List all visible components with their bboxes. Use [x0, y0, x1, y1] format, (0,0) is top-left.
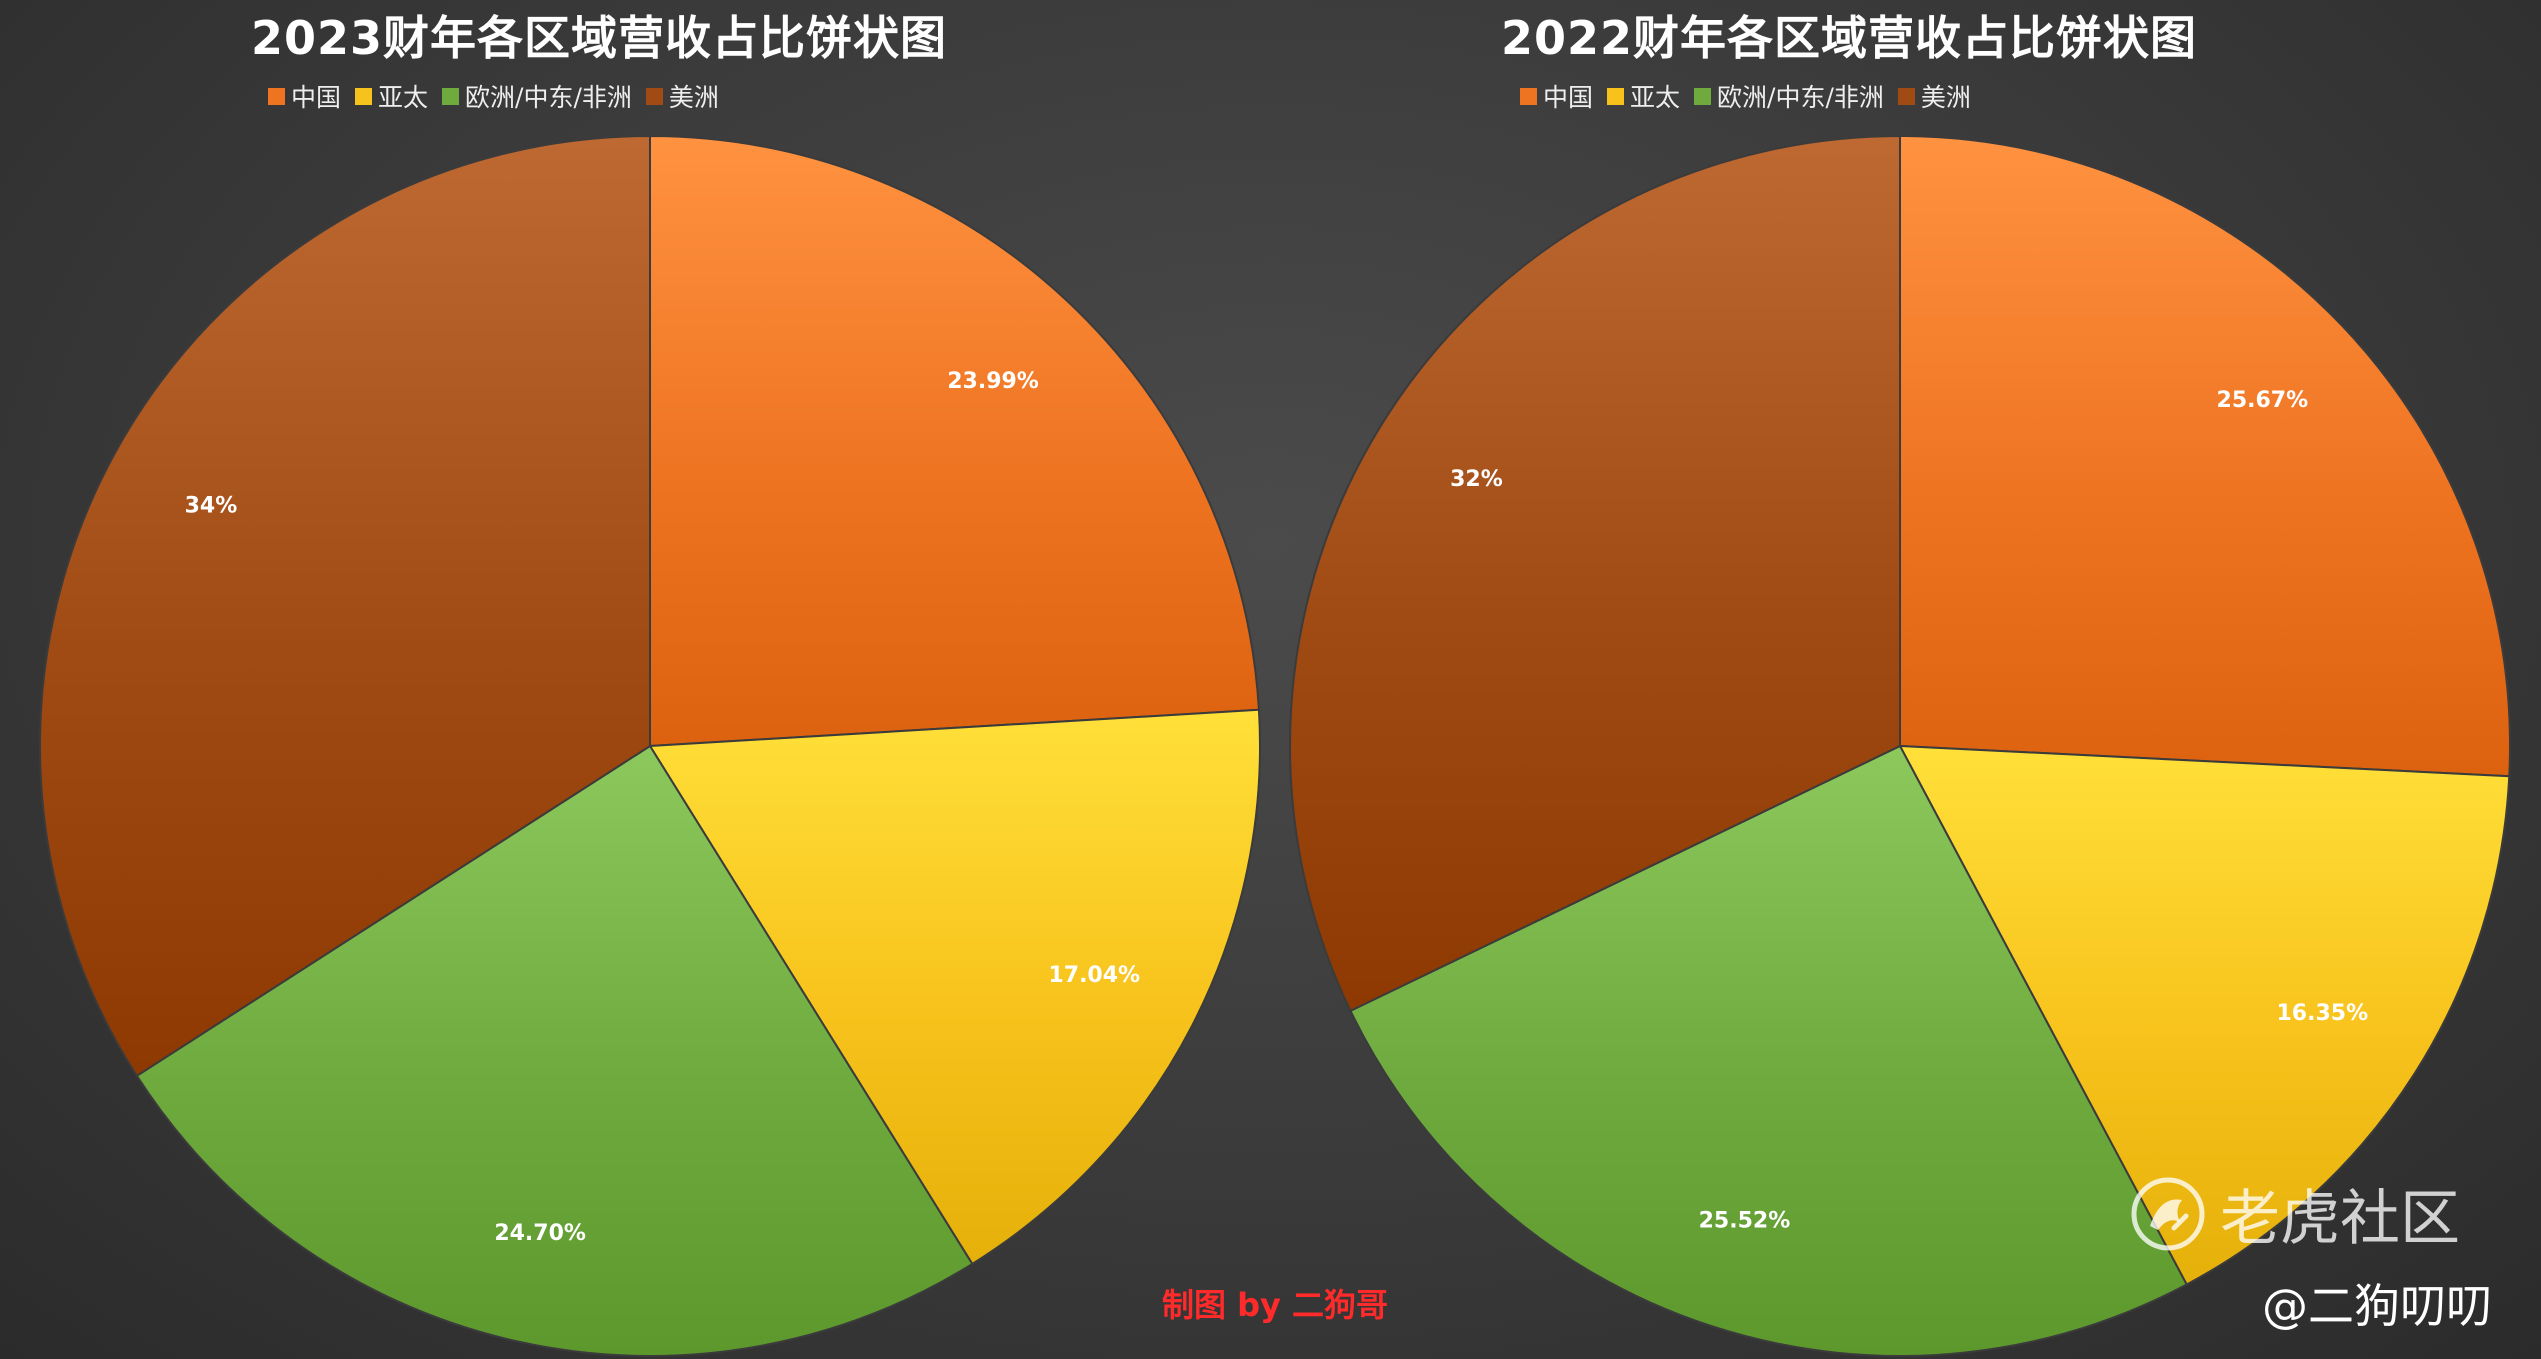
- pie-slice-emea: [135, 744, 974, 1357]
- legend-swatch: [1897, 87, 1915, 105]
- chart-panel-2023: 2023财年各区域营收占比饼状图 中国 亚太 欧洲/中东/非洲 美洲 23.99…: [0, 0, 1270, 1359]
- chart-legend: 中国 亚太 欧洲/中东/非洲 美洲: [1520, 78, 1971, 114]
- author-handle: @二狗叨叨: [2262, 1279, 2492, 1333]
- data-label-apac: 17.04%: [1048, 963, 1140, 988]
- watermark-text: 老虎社区: [2220, 1184, 2460, 1254]
- pie-slice-apac: [1898, 744, 2511, 1286]
- legend-swatch: [645, 87, 663, 105]
- legend-label: 中国: [1543, 83, 1594, 112]
- legend-swatch: [1694, 87, 1712, 105]
- chart-title: 2022财年各区域营收占比饼状图: [1500, 11, 2198, 65]
- pie-slice-china: [1899, 134, 2511, 778]
- legend-item-emea: 欧洲/中东/非洲: [442, 78, 632, 114]
- pie-slice-apac: [648, 708, 1261, 1266]
- legend-label: 亚太: [1630, 83, 1681, 112]
- watermark: 老虎社区: [2130, 1170, 2460, 1257]
- legend-label: 亚太: [378, 83, 429, 112]
- data-label-americas: 34%: [185, 493, 238, 518]
- legend-swatch: [268, 87, 285, 105]
- chart-panel-2022: 2022财年各区域营收占比饼状图 中国 亚太 欧洲/中东/非洲 美洲 25.67…: [1250, 0, 2520, 1359]
- legend-swatch: [442, 87, 460, 105]
- legend-item-china: 中国: [268, 78, 341, 114]
- data-label-americas: 32%: [1450, 467, 1503, 492]
- legend-label: 欧洲/中东/非洲: [465, 83, 632, 112]
- data-label-china: 23.99%: [947, 369, 1039, 394]
- legend-item-emea: 欧洲/中东/非洲: [1694, 78, 1884, 114]
- data-label-emea: 24.70%: [494, 1221, 586, 1246]
- legend-label: 美洲: [1920, 83, 1971, 112]
- legend-label: 中国: [291, 83, 342, 112]
- legend-swatch: [355, 87, 373, 105]
- pie-chart-2022: 25.67% 16.35% 25.52% 32%: [1289, 134, 2511, 1357]
- pie-chart-2023: 23.99% 17.04% 24.70% 34%: [39, 134, 1261, 1357]
- legend-item-americas: 美洲: [1897, 78, 1971, 114]
- pie-slice-emea: [1349, 744, 2189, 1357]
- data-label-emea: 25.52%: [1699, 1208, 1791, 1233]
- legend-item-apac: 亚太: [1607, 78, 1680, 114]
- legend-label: 欧洲/中东/非洲: [1717, 83, 1884, 112]
- chart-legend: 中国 亚太 欧洲/中东/非洲 美洲: [268, 78, 719, 114]
- legend-swatch: [1520, 87, 1537, 105]
- legend-item-apac: 亚太: [355, 78, 428, 114]
- tiger-community-logo-icon: [2131, 1177, 2205, 1250]
- pie-slice-americas: [1289, 134, 1901, 1013]
- legend-label: 美洲: [668, 83, 719, 112]
- pie-slice-china: [649, 134, 1260, 748]
- pie-slice-americas: [39, 134, 651, 1078]
- data-label-apac: 16.35%: [2276, 1001, 2368, 1026]
- legend-item-china: 中国: [1520, 78, 1593, 114]
- data-label-china: 25.67%: [2217, 388, 2309, 413]
- legend-swatch: [1607, 87, 1625, 105]
- legend-item-americas: 美洲: [645, 78, 719, 114]
- chart-title: 2023财年各区域营收占比饼状图: [250, 11, 948, 65]
- chart-credit: 制图 by 二狗哥: [1162, 1286, 1389, 1324]
